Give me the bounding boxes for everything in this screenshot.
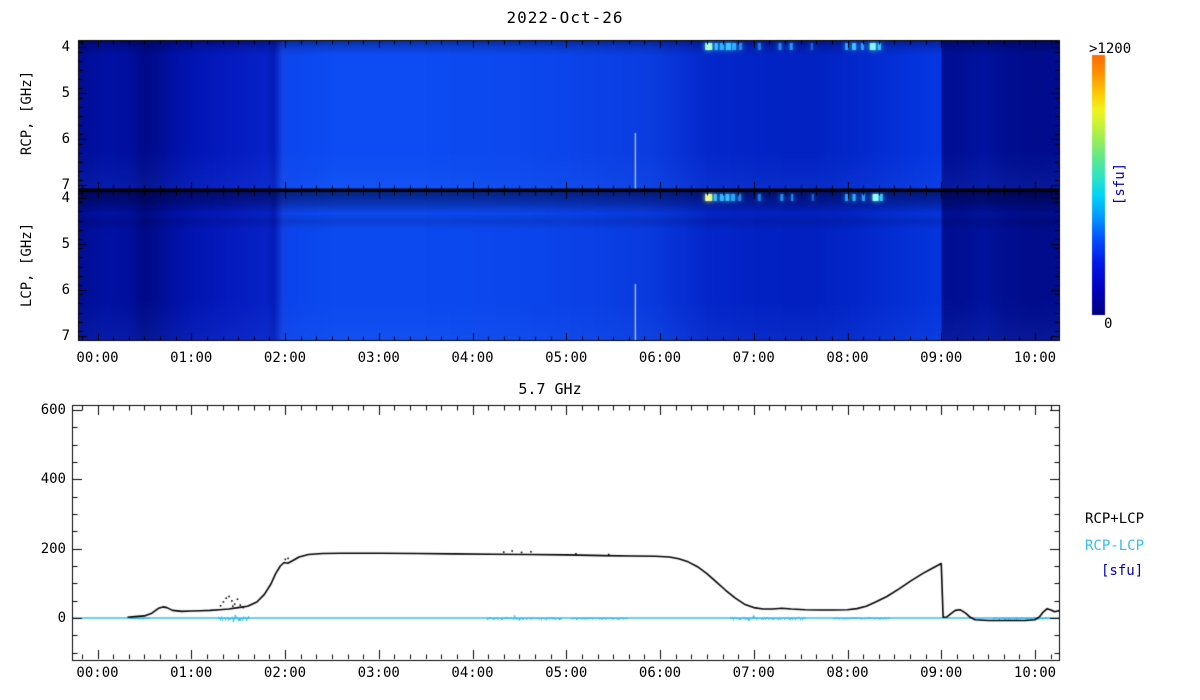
- timeseries-x-tick-label: 10:00: [1013, 665, 1057, 681]
- colorbar-unit-label: [sfu]: [1112, 162, 1128, 206]
- timeseries-x-tick-label: 01:00: [170, 665, 213, 681]
- legend-sfu-unit: [sfu]: [1101, 563, 1144, 579]
- timeseries-y-tick-label: 0: [57, 610, 66, 626]
- timeseries-x-tick-label: 05:00: [545, 665, 588, 681]
- spectro-x-tick-label: 09:00: [920, 350, 963, 366]
- colorbar-max-label: >1200: [1089, 41, 1132, 57]
- rcp-freq-tick-label: 5: [61, 85, 70, 101]
- timeseries-x-tick-label: 00:00: [76, 665, 119, 681]
- timeseries-x-tick-label: 07:00: [732, 665, 775, 681]
- main-title: 2022-Oct-26: [506, 8, 624, 27]
- legend-rcp-minus-lcp: RCP-LCP: [1085, 538, 1145, 554]
- spectro-x-tick-label: 02:00: [263, 350, 307, 366]
- lcp-freq-tick-label: 5: [61, 235, 70, 252]
- spectro-x-tick-label: 01:00: [170, 350, 213, 366]
- spectro-x-tick-label: 00:00: [76, 350, 119, 366]
- timeseries-x-tick-label: 06:00: [638, 665, 682, 681]
- timeseries-x-tick-label: 09:00: [920, 665, 963, 681]
- colorbar-min-label: 0: [1104, 316, 1113, 332]
- lcp-freq-tick-label: 7: [61, 327, 70, 344]
- timeseries-x-tick-label: 02:00: [263, 665, 307, 681]
- rcp-freq-tick-label: 4: [61, 39, 70, 55]
- timeseries-y-tick-label: 600: [40, 402, 66, 418]
- lcp-freq-tick-label: 6: [61, 281, 70, 298]
- spectro-x-tick-label: 10:00: [1013, 350, 1057, 366]
- timeseries-y-tick-label: 200: [40, 540, 66, 557]
- rcp-freq-tick-label: 7: [61, 177, 70, 193]
- spectro-x-tick-label: 04:00: [451, 350, 494, 366]
- rcp-freq-tick-label: 6: [61, 131, 70, 147]
- timeseries-x-tick-label: 03:00: [357, 665, 400, 681]
- spectro-x-tick-label: 08:00: [826, 350, 869, 366]
- legend-rcp-plus-lcp: RCP+LCP: [1085, 511, 1145, 527]
- lcp-freq-tick-label: 4: [61, 189, 70, 206]
- spectro-x-tick-label: 07:00: [732, 350, 775, 366]
- spectro-x-tick-label: 06:00: [638, 350, 682, 366]
- timeseries-x-tick-label: 04:00: [451, 665, 494, 681]
- timeseries-x-tick-label: 08:00: [826, 665, 869, 681]
- spectro-x-tick-label: 03:00: [357, 350, 400, 366]
- spectro-x-tick-label: 05:00: [545, 350, 588, 366]
- timeseries-y-tick-label: 400: [40, 471, 66, 488]
- timeseries-title: 5.7 GHz: [518, 380, 582, 398]
